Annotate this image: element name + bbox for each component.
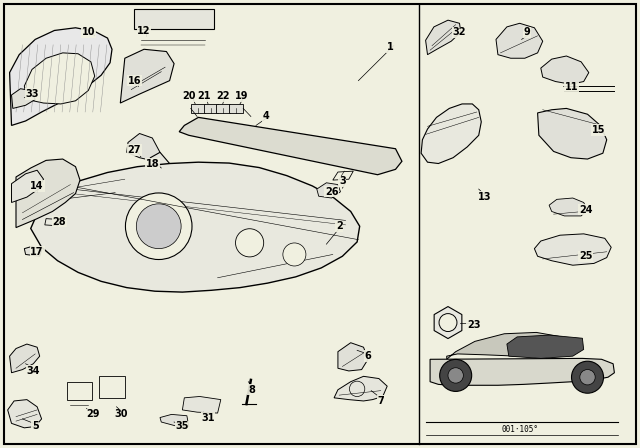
Text: 10: 10 (81, 27, 95, 37)
Circle shape (440, 359, 472, 392)
Circle shape (448, 368, 463, 383)
Polygon shape (12, 89, 35, 108)
Bar (134, 9, 214, 29)
Polygon shape (426, 20, 461, 55)
Text: 12: 12 (137, 26, 151, 36)
Circle shape (136, 204, 181, 249)
Polygon shape (120, 49, 174, 103)
Polygon shape (507, 335, 584, 358)
Text: 2: 2 (336, 221, 342, 231)
Polygon shape (317, 183, 340, 198)
Text: 25: 25 (579, 251, 593, 261)
Circle shape (236, 229, 264, 257)
Bar (99, 376, 125, 398)
Text: 5: 5 (32, 421, 38, 431)
Polygon shape (430, 358, 614, 385)
Polygon shape (338, 343, 368, 371)
Polygon shape (160, 414, 189, 426)
Polygon shape (496, 23, 543, 58)
Polygon shape (24, 246, 42, 256)
Text: 6: 6 (365, 351, 371, 361)
Text: 30: 30 (115, 409, 129, 419)
Text: 20: 20 (182, 91, 196, 101)
Text: 23: 23 (467, 320, 481, 330)
Polygon shape (24, 53, 95, 104)
Text: 11: 11 (564, 82, 579, 92)
Text: 21: 21 (196, 91, 211, 101)
Text: 31: 31 (201, 413, 215, 422)
Text: 1: 1 (387, 42, 394, 52)
Polygon shape (334, 376, 387, 401)
Text: 9: 9 (524, 27, 530, 37)
Polygon shape (541, 56, 589, 84)
Circle shape (283, 243, 306, 266)
Polygon shape (434, 306, 462, 339)
Text: 27: 27 (127, 145, 141, 155)
Circle shape (125, 193, 192, 259)
Text: 26: 26 (324, 187, 339, 197)
Bar (67, 382, 92, 400)
Polygon shape (10, 28, 112, 125)
Polygon shape (182, 396, 221, 413)
Text: 13: 13 (478, 192, 492, 202)
Polygon shape (204, 104, 218, 113)
Text: 18: 18 (145, 159, 159, 168)
Text: 19: 19 (235, 91, 249, 101)
Polygon shape (146, 152, 180, 207)
Polygon shape (534, 234, 611, 265)
Text: 15: 15 (591, 125, 605, 135)
Text: 17: 17 (30, 247, 44, 257)
Polygon shape (216, 104, 230, 113)
Polygon shape (229, 104, 243, 113)
Text: 001·105°: 001·105° (501, 425, 538, 434)
Polygon shape (12, 170, 44, 202)
Polygon shape (8, 400, 42, 428)
Circle shape (439, 314, 457, 332)
Text: 29: 29 (86, 409, 100, 419)
Text: 14: 14 (30, 181, 44, 191)
Text: 24: 24 (579, 205, 593, 215)
Polygon shape (31, 162, 360, 292)
Text: 34: 34 (26, 366, 40, 376)
Text: 16: 16 (127, 76, 141, 86)
Polygon shape (16, 159, 80, 228)
Text: 33: 33 (25, 89, 39, 99)
Text: 35: 35 (175, 422, 189, 431)
Polygon shape (179, 117, 402, 175)
Text: 22: 22 (216, 91, 230, 101)
Text: 8: 8 (248, 385, 255, 395)
Polygon shape (549, 198, 588, 216)
Text: 4: 4 (262, 112, 269, 121)
Polygon shape (10, 344, 40, 373)
Text: 32: 32 (452, 27, 467, 37)
Polygon shape (447, 332, 575, 359)
Polygon shape (421, 104, 481, 164)
Polygon shape (538, 108, 607, 159)
Circle shape (580, 370, 595, 385)
Text: 7: 7 (378, 396, 384, 406)
Text: 3: 3 (339, 177, 346, 186)
Polygon shape (191, 104, 205, 113)
Text: 28: 28 (52, 217, 67, 227)
Polygon shape (127, 134, 160, 161)
Circle shape (572, 361, 604, 393)
